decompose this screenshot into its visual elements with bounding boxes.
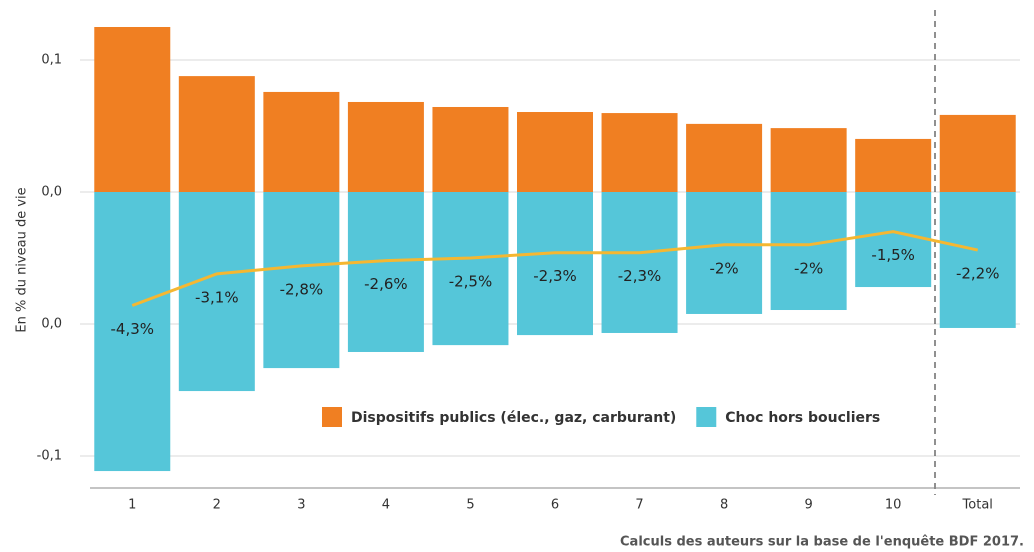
data-label: -2% [794, 259, 823, 277]
bar [94, 192, 171, 472]
data-label: -1,5% [871, 246, 915, 264]
x-tick-label: Total [962, 498, 993, 513]
data-label: -2,5% [449, 273, 493, 291]
data-label: -2,3% [618, 267, 662, 285]
bar [517, 192, 593, 336]
bar [939, 192, 1016, 328]
bar [601, 192, 678, 333]
x-tick-label: 5 [466, 498, 474, 513]
bar [770, 128, 847, 192]
bar [432, 192, 509, 346]
legend-label: Choc hors boucliers [725, 410, 880, 426]
bar [178, 76, 255, 192]
bar [263, 91, 340, 192]
data-label: -2% [709, 259, 738, 277]
legend-swatch [322, 407, 342, 427]
bar [347, 101, 424, 192]
y-tick-label: 0,1 [41, 53, 62, 68]
x-tick-label: 4 [382, 498, 390, 513]
bar [855, 138, 932, 192]
bar [517, 112, 593, 192]
x-tick-label: 8 [720, 498, 728, 513]
data-label: -2,3% [533, 267, 577, 285]
bar [686, 192, 763, 314]
bar [263, 192, 340, 369]
x-tick-label: 7 [635, 498, 643, 513]
bar [94, 27, 171, 192]
data-label: -4,3% [111, 320, 155, 338]
x-tick-label: 9 [804, 498, 812, 513]
legend-label: Dispositifs publics (élec., gaz, carbura… [351, 410, 676, 426]
x-tick-label: 1 [128, 498, 136, 513]
y-tick-label: 0,0 [41, 317, 62, 332]
x-tick-label: 10 [885, 498, 902, 513]
bar [601, 113, 678, 192]
data-label: -2,6% [364, 275, 408, 293]
data-label: -2,8% [280, 280, 324, 298]
source: Calculs des auteurs sur la base de l'enq… [620, 535, 1024, 550]
bar [432, 106, 509, 192]
bar [347, 192, 424, 352]
x-tick-label: 6 [551, 498, 559, 513]
bar [855, 192, 932, 288]
y-axis-title: En % du niveau de vie [15, 187, 30, 332]
y-tick-label: 0,0 [41, 185, 62, 200]
legend-swatch [696, 407, 717, 427]
bar [939, 114, 1016, 192]
data-label: -3,1% [195, 288, 239, 306]
bar [770, 192, 847, 311]
data-label: -2,2% [956, 265, 1000, 283]
line [131, 230, 979, 307]
x-tick-label: 3 [297, 498, 305, 513]
bar [178, 192, 255, 392]
bar [686, 123, 763, 192]
x-tick-label: 2 [213, 498, 221, 513]
y-tick-label: -0,1 [37, 449, 62, 464]
